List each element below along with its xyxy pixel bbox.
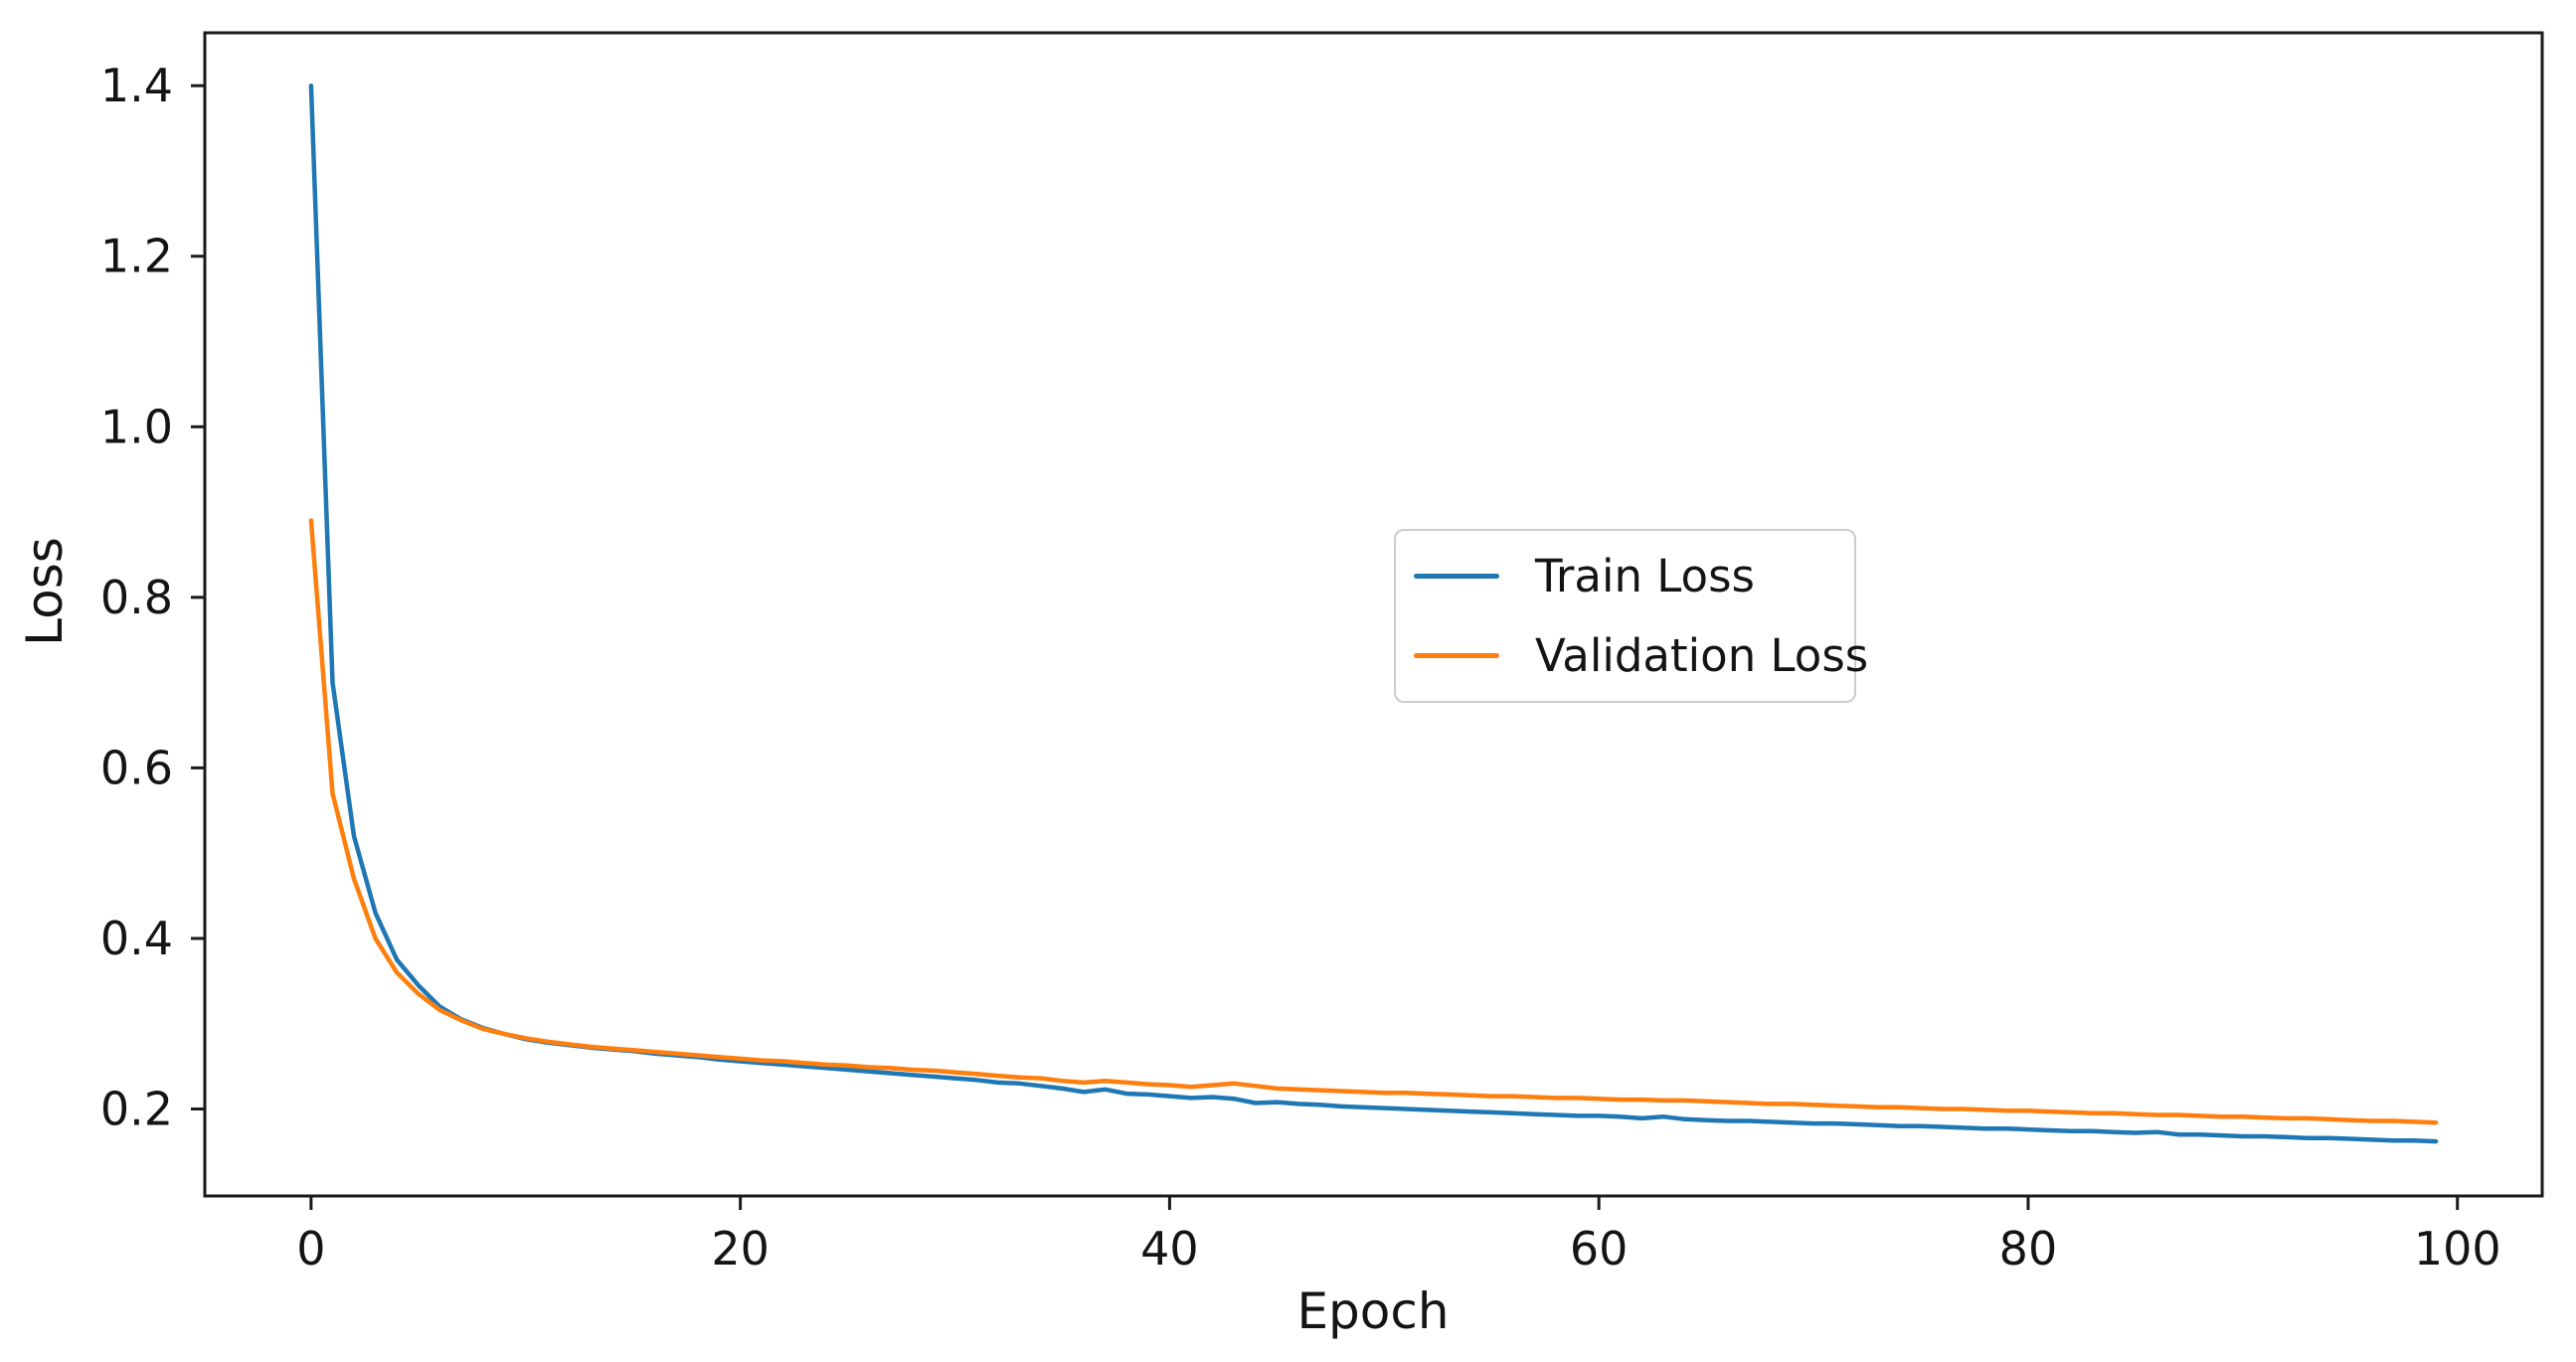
series-lines <box>308 83 2439 1144</box>
validation-loss-line <box>308 518 2439 1125</box>
x-tick-label: 100 <box>2414 1222 2501 1276</box>
plot-border <box>203 31 2544 1198</box>
x-tick-label: 40 <box>1140 1222 1199 1276</box>
y-tick-label: 1.2 <box>100 230 173 283</box>
y-tick-label: 1.0 <box>100 400 173 453</box>
legend: Train Loss Validation Loss <box>1394 529 1868 703</box>
legend-item-validation-loss: Validation Loss <box>1414 629 1868 682</box>
validation-loss-legend-label: Validation Loss <box>1535 628 1869 682</box>
x-tick-label: 0 <box>296 1222 325 1276</box>
y-axis-ticks: 0.2 0.4 0.6 0.8 1.0 1.2 1.4 <box>100 59 205 1136</box>
legend-item-train-loss: Train Loss <box>1414 550 1854 602</box>
train-loss-line <box>308 83 2439 1144</box>
x-axis-label: Epoch <box>1296 1282 1449 1340</box>
y-tick-label: 0.6 <box>100 741 173 794</box>
train-loss-legend-line-swatch <box>1414 574 1499 580</box>
y-tick-label: 1.4 <box>100 59 173 112</box>
x-axis-ticks: 0 20 40 60 80 100 <box>296 1196 2501 1276</box>
y-tick-label: 0.4 <box>100 912 173 965</box>
x-tick-label: 60 <box>1570 1222 1629 1276</box>
x-tick-label: 20 <box>711 1222 770 1276</box>
x-tick-label: 80 <box>1999 1222 2058 1276</box>
train-loss-legend-label: Train Loss <box>1535 550 1755 603</box>
y-axis-label: Loss <box>16 537 74 646</box>
y-tick-label: 0.8 <box>100 571 173 624</box>
validation-loss-legend-line-swatch <box>1414 652 1499 658</box>
y-tick-label: 0.2 <box>100 1083 173 1136</box>
